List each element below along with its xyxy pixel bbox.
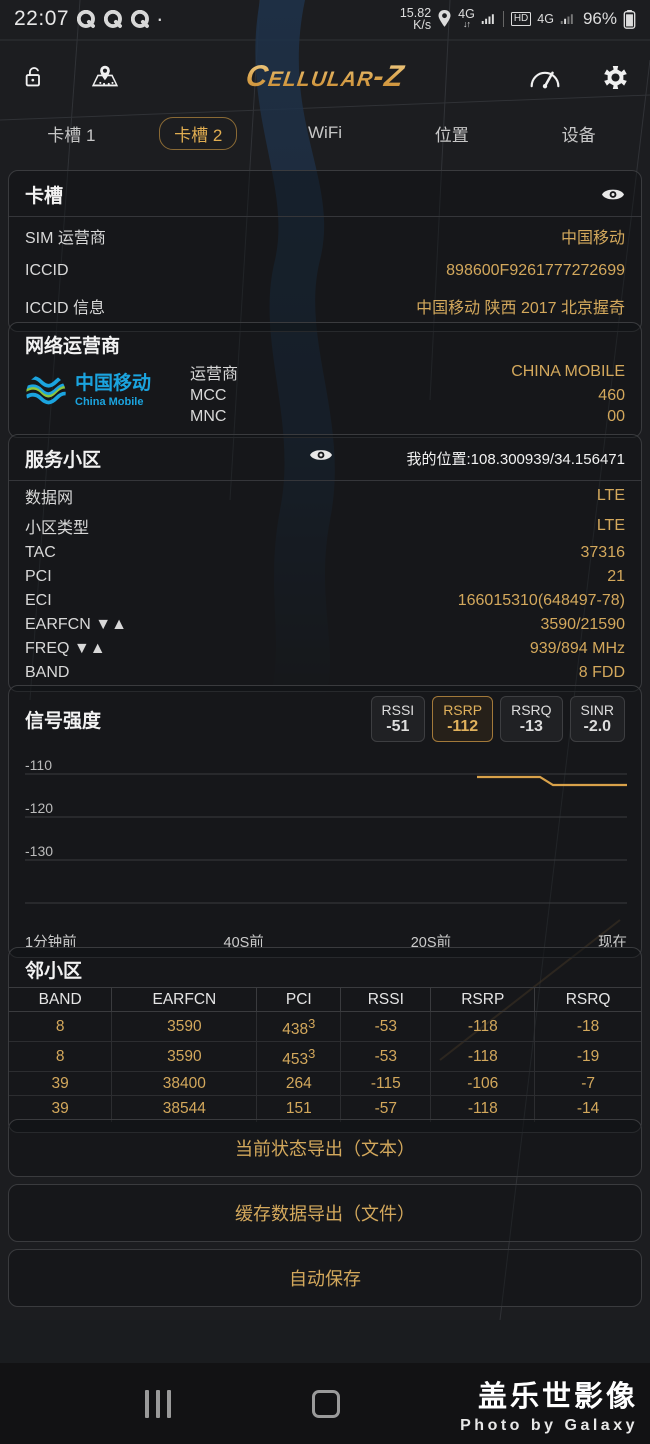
svg-text:-110: -110 (25, 757, 52, 773)
svg-text:-120: -120 (25, 800, 53, 816)
svg-text:-130: -130 (25, 843, 53, 859)
